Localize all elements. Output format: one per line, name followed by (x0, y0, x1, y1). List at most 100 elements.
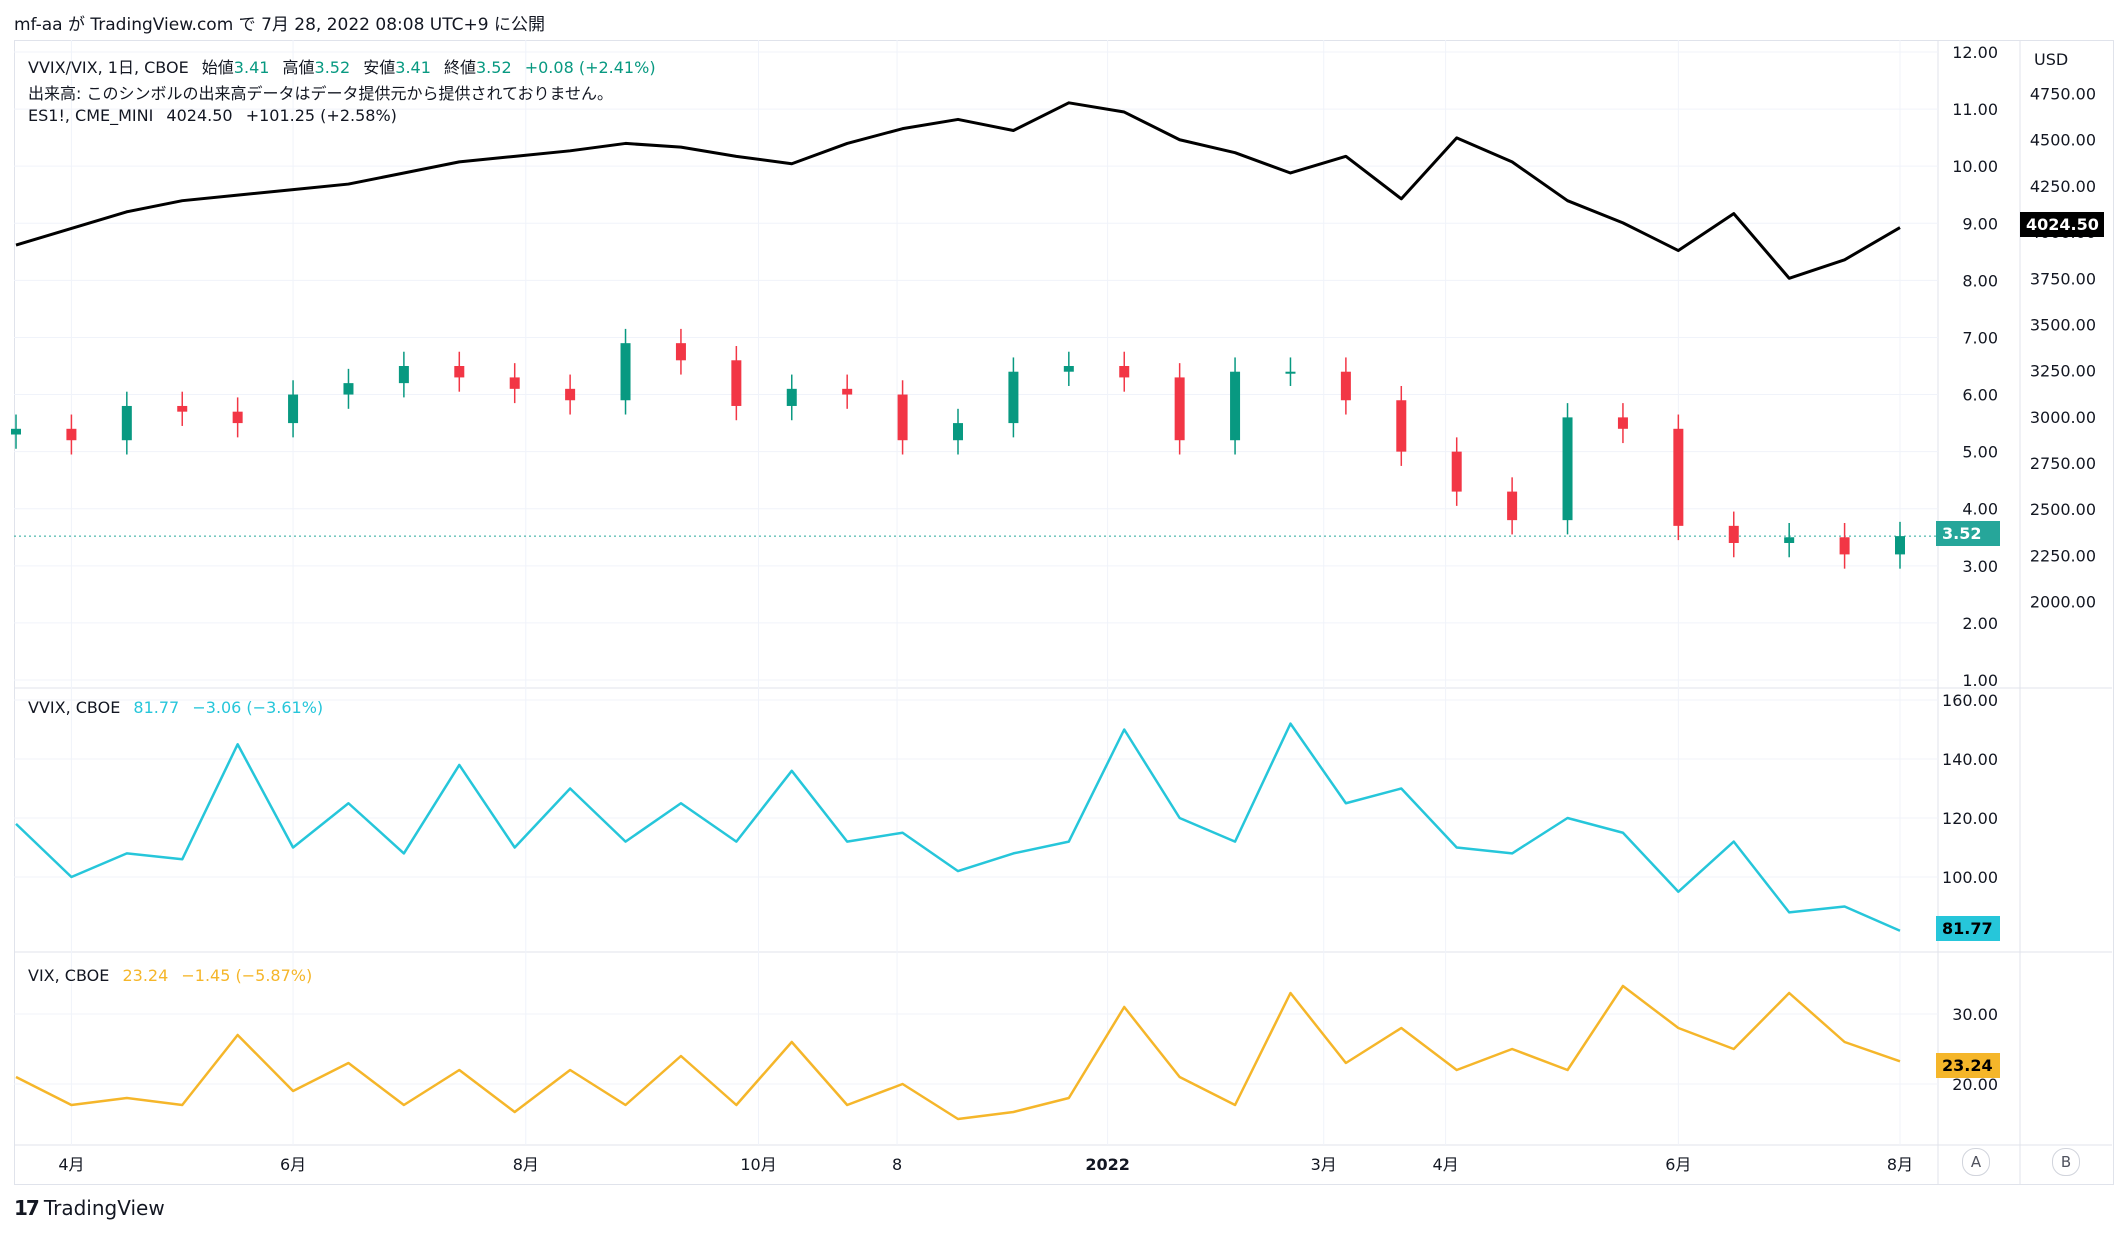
legend-es: ES1!, CME_MINI 4024.50 +101.25 (+2.58%) (28, 106, 397, 125)
es-tick-label: 4750.00 (2030, 85, 2096, 104)
time-tick-label: 10月 (740, 1155, 776, 1174)
ratio-candle (1617, 417, 1628, 429)
legend-vvix: VVIX, CBOE 81.77 −3.06 (−3.61%) (28, 698, 323, 717)
legend-open-label: 始値 (201, 58, 234, 77)
es-tick-label: 3500.00 (2030, 315, 2096, 334)
ratio-tick-label: 5.00 (1962, 443, 1998, 462)
ratio-tick-label: 2.00 (1962, 614, 1998, 633)
ratio-tick-label: 4.00 (1962, 500, 1998, 519)
ratio-candle (232, 411, 243, 424)
ratio-tick-label: 7.00 (1962, 328, 1998, 347)
vix-price-badge: 23.24 (1936, 1053, 2000, 1078)
brand-name: TradingView (43, 1196, 165, 1220)
time-tick-label: 2022 (1085, 1155, 1130, 1174)
es-tick-label: 4500.00 (2030, 131, 2096, 150)
es-tick-label: 3250.00 (2030, 362, 2096, 381)
auto-scale-button[interactable]: A (1962, 1148, 1990, 1176)
vix-tick-label: 20.00 (1952, 1075, 1998, 1094)
legend-volume-note: 出来高: このシンボルの出来高データはデータ提供元から提供されておりません。 (28, 84, 614, 103)
published-note: mf-aa が TradingView.com で 7月 28, 2022 08… (14, 15, 545, 35)
legend-vvix-symbol: VVIX, CBOE (28, 698, 121, 717)
es-tick-label: 2000.00 (2030, 593, 2096, 612)
ratio-candle (398, 366, 409, 384)
legend-vix-symbol: VIX, CBOE (28, 966, 110, 985)
es-tick-label: 3000.00 (2030, 408, 2096, 427)
ratio-tick-label: 3.00 (1962, 557, 1998, 576)
es-series-line (15, 101, 1901, 280)
ratio-candle (620, 343, 631, 401)
ratio-candle (786, 388, 797, 406)
legend-change: +0.08 (+2.41%) (524, 58, 656, 77)
ratio-candle (1340, 371, 1351, 401)
ratio-tick-label: 10.00 (1952, 157, 1998, 176)
vix-series-line (15, 984, 1901, 1121)
ratio-tick-label: 8.00 (1962, 271, 1998, 290)
brand: 17 TradingView (14, 1196, 165, 1220)
ratio-candle (1562, 417, 1573, 521)
ratio-candle (675, 343, 686, 361)
ratio-tick-label: 11.00 (1952, 100, 1998, 119)
vvix-price-badge: 81.77 (1936, 916, 2000, 941)
es-tick-label: 2250.00 (2030, 546, 2096, 565)
unit-label: USD (2034, 50, 2069, 69)
time-tick-label: 8月 (1887, 1155, 1913, 1174)
tradingview-logo-icon: 17 (14, 1196, 40, 1220)
ratio-candle (66, 428, 77, 441)
es-tick-label: 3750.00 (2030, 269, 2096, 288)
ratio-candle (1451, 451, 1462, 492)
legend-vix-value: 23.24 (122, 966, 169, 985)
ratio-tick-label: 12.00 (1952, 43, 1998, 62)
vvix-tick-label: 100.00 (1942, 868, 1998, 887)
legend-vvix-change: −3.06 (−3.61%) (192, 698, 324, 717)
time-tick-label: 4月 (58, 1155, 84, 1174)
time-tick-label: 8 (892, 1155, 902, 1174)
ratio-candle (288, 394, 299, 424)
legend-high: 3.52 (314, 58, 351, 77)
ratio-candle (177, 405, 188, 412)
ratio-candle (565, 388, 576, 401)
legend-high-label: 高値 (282, 58, 315, 77)
chart-frame[interactable] (14, 40, 2114, 1185)
es-tick-label: 4250.00 (2030, 177, 2096, 196)
legend-low: 3.41 (395, 58, 431, 77)
time-tick-label: 8月 (513, 1155, 539, 1174)
legend-close-label: 終値 (443, 58, 476, 77)
es-tick-label: 2750.00 (2030, 454, 2096, 473)
time-tick-label: 3月 (1311, 1155, 1337, 1174)
ratio-candle (454, 366, 465, 378)
ratio-tick-label: 9.00 (1962, 214, 1998, 233)
ratio-candle (1728, 525, 1739, 543)
time-tick-label: 4月 (1433, 1155, 1459, 1174)
vvix-series-line (15, 722, 1901, 932)
ratio-candle (1230, 371, 1241, 441)
es-tick-label: 2500.00 (2030, 500, 2096, 519)
legend-vix-change: −1.45 (−5.87%) (181, 966, 313, 985)
legend-es-value: 4024.50 (166, 106, 233, 125)
ratio-candle (1839, 537, 1850, 555)
vix-tick-label: 30.00 (1952, 1005, 1998, 1024)
legend-low-label: 安値 (363, 58, 396, 77)
legend-vvix-value: 81.77 (133, 698, 180, 717)
ratio-candle (897, 394, 908, 441)
ratio-candle (509, 377, 520, 389)
ratio-candle (121, 405, 132, 441)
ratio-candle (11, 428, 21, 435)
ratio-price-badge: 3.52 (1936, 521, 2000, 546)
legend-main: VVIX/VIX, 1日, CBOE 始値3.41 高値3.52 安値3.41 … (28, 54, 656, 78)
ratio-candle (842, 388, 853, 395)
legend-main-symbol: VVIX/VIX, 1日, CBOE (28, 58, 189, 77)
b-button[interactable]: B (2052, 1148, 2080, 1176)
ratio-tick-label: 6.00 (1962, 386, 1998, 405)
time-tick-label: 6月 (280, 1155, 306, 1174)
ratio-candle (1507, 491, 1518, 521)
ratio-candle (1784, 537, 1795, 543)
ratio-candle (1119, 366, 1130, 378)
ratio-candle (1285, 371, 1296, 374)
ratio-candle (1008, 371, 1019, 424)
ratio-tick-label: 1.00 (1962, 671, 1998, 690)
vvix-tick-label: 140.00 (1942, 750, 1998, 769)
ratio-candle (1063, 366, 1074, 372)
ratio-candle (1895, 536, 1905, 555)
legend-close: 3.52 (476, 58, 512, 77)
